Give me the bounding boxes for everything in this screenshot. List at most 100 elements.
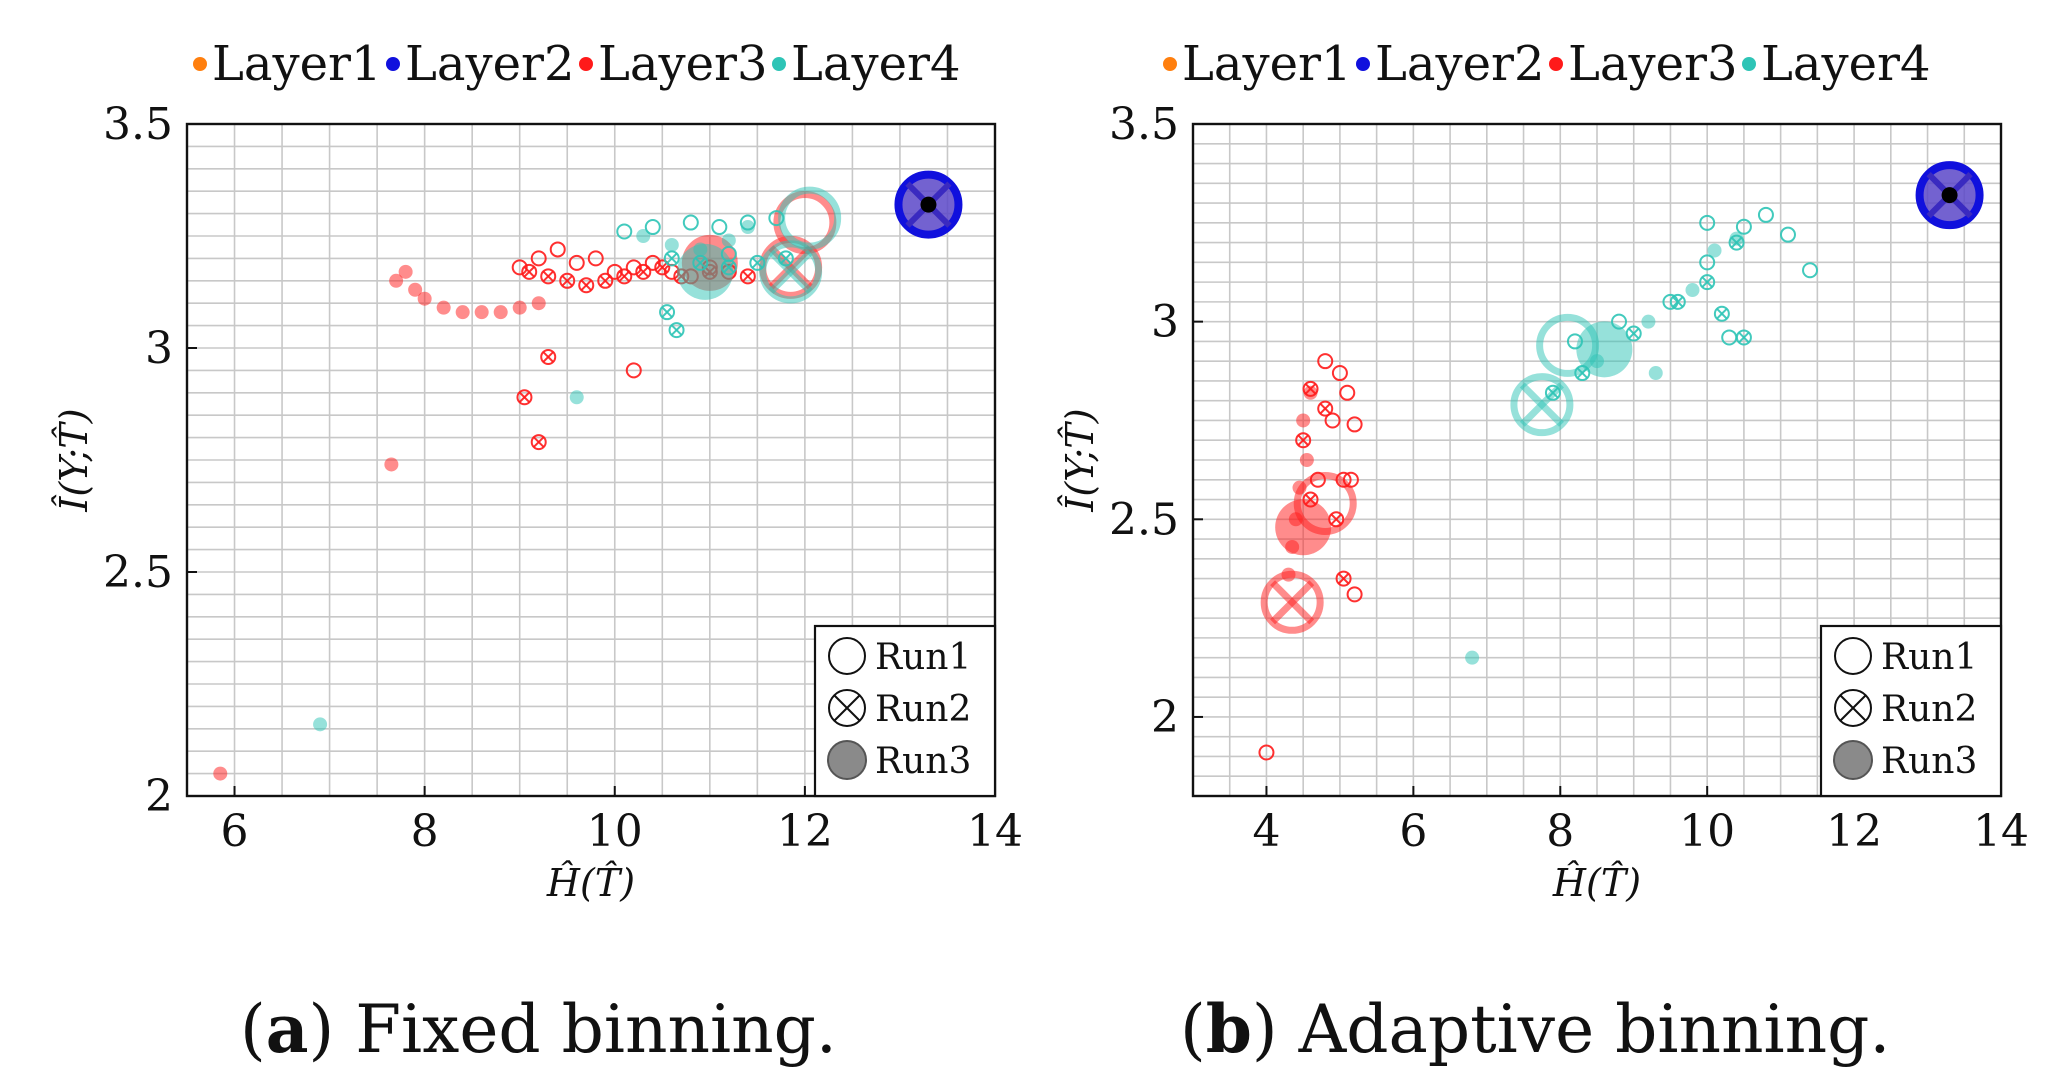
y-tick-label: 3.5 bbox=[1109, 99, 1179, 150]
run-legend-label-run1: Run1 bbox=[875, 637, 971, 678]
layer-legend: Layer1 Layer2 Layer3 Layer4 bbox=[193, 36, 961, 92]
y-axis-label: Î(Y;T̂) bbox=[52, 408, 96, 512]
point-layer3-run1 bbox=[1346, 416, 1363, 433]
caption-a: (a) Fixed binning. bbox=[240, 990, 837, 1068]
point-layer4-run2 bbox=[1713, 305, 1730, 322]
point-layer4-run3 bbox=[1648, 366, 1663, 381]
y-tick-label: 3 bbox=[1151, 297, 1179, 348]
point-layer3-run1 bbox=[1324, 412, 1341, 429]
point-layer3-run2 bbox=[1317, 400, 1334, 417]
point-layer3-run2-cross bbox=[533, 436, 545, 448]
point-layer3-run2-cross bbox=[518, 391, 531, 403]
x-tick-label: 8 bbox=[411, 806, 439, 857]
legend-label-layer2: Layer2 bbox=[1375, 36, 1545, 92]
run2-marker-cross bbox=[1839, 694, 1867, 722]
run3-marker bbox=[827, 740, 867, 780]
data-points bbox=[213, 170, 963, 781]
legend-marker-layer4 bbox=[772, 57, 786, 71]
point-layer4-run3 bbox=[313, 717, 328, 732]
point-layer3-run2-cross bbox=[1337, 572, 1350, 585]
point-layer4-run2 bbox=[1699, 274, 1716, 291]
legend-marker-layer2 bbox=[386, 57, 400, 71]
run-legend-label-run2: Run2 bbox=[1881, 689, 1977, 730]
run-legend: Run1 Run2 Run3 bbox=[813, 624, 997, 798]
point-layer3-run1 bbox=[530, 250, 547, 267]
point-layer3-run1 bbox=[625, 362, 642, 379]
y-tick-label: 2.5 bbox=[1109, 494, 1179, 545]
legend-label-layer1: Layer1 bbox=[1182, 36, 1352, 92]
point-layer4-run2 bbox=[759, 240, 823, 304]
point-layer3-run2-cross bbox=[542, 351, 554, 363]
point-layer3-run2 bbox=[521, 263, 538, 280]
point-layer3-run2 bbox=[739, 268, 756, 285]
point-layer3-run2-cross bbox=[523, 266, 535, 278]
point-layer3-run1 bbox=[1317, 353, 1334, 370]
point-layer3-run2-cross bbox=[599, 275, 611, 287]
point-layer3-run1 bbox=[1331, 365, 1348, 382]
point-layer3-run3 bbox=[408, 282, 423, 297]
point-layer4-run1 bbox=[1802, 262, 1819, 279]
point-layer3-run2 bbox=[559, 272, 576, 289]
x-tick-label: 14 bbox=[967, 806, 1023, 857]
point-layer4-run3 bbox=[740, 220, 755, 235]
legend-marker-layer2 bbox=[1356, 57, 1370, 71]
legend-label-layer4: Layer4 bbox=[791, 36, 961, 92]
point-layer3-run1 bbox=[1346, 586, 1363, 603]
point-layer4-run3 bbox=[1707, 243, 1722, 258]
point-layer4-run1 bbox=[1699, 254, 1716, 271]
plot-frame bbox=[185, 122, 997, 798]
point-layer3-run1 bbox=[1339, 384, 1356, 401]
run1-marker bbox=[1834, 637, 1872, 675]
point-layer3-run1 bbox=[625, 259, 642, 276]
point-layer3-run3 bbox=[531, 296, 546, 311]
legend-marker-layer1 bbox=[193, 57, 207, 71]
point-layer3-run2 bbox=[540, 348, 557, 365]
x-tick-label: 14 bbox=[1973, 806, 2029, 857]
run2-marker bbox=[828, 689, 866, 727]
point-layer3-run2 bbox=[1295, 432, 1312, 449]
point-layer3-run3 bbox=[474, 305, 489, 320]
point-layer4-run3 bbox=[1641, 314, 1656, 329]
legend-label-layer2: Layer2 bbox=[405, 36, 575, 92]
point-layer4-run1 bbox=[1721, 329, 1738, 346]
point-layer3-run2-cross bbox=[580, 279, 592, 291]
chart-fixed-binning: 6 8 10 12 14 2 2.5 3 3.5 Ĥ(T̂) Î(Y;T̂) Layer1 Layer2… bbox=[52, 36, 1023, 905]
point-layer4-run3 bbox=[1685, 283, 1700, 298]
legend-label-layer3: Layer3 bbox=[1568, 36, 1738, 92]
run2-marker-cross bbox=[833, 694, 861, 722]
legend-marker-layer3 bbox=[579, 57, 593, 71]
point-layer4-run3 bbox=[664, 237, 679, 252]
y-tick-label: 3 bbox=[145, 323, 173, 374]
point-layer2-run3 bbox=[920, 196, 937, 213]
data-points bbox=[1258, 161, 1984, 761]
point-layer3-run2-cross bbox=[656, 261, 668, 273]
point-layer3-run3 bbox=[1296, 413, 1311, 428]
point-layer4-run3 bbox=[636, 229, 651, 243]
point-layer4-run1 bbox=[1735, 218, 1752, 235]
point-layer3-run2-cross bbox=[637, 266, 649, 278]
point-layer4-run2-cross bbox=[1628, 327, 1640, 340]
point-layer4-run2-cross bbox=[666, 252, 678, 265]
point-layer3-run1 bbox=[549, 241, 566, 258]
run-legend-label-run1: Run1 bbox=[1881, 637, 1977, 678]
x-tick-label: 10 bbox=[587, 806, 643, 857]
point-layer3-run3 bbox=[389, 273, 404, 288]
point-layer4-run3 bbox=[721, 233, 736, 248]
point-layer4-run1 bbox=[778, 186, 842, 250]
point-layer4-run2 bbox=[1735, 329, 1752, 346]
point-layer4-run2 bbox=[1544, 384, 1561, 401]
point-layer3-run1 bbox=[568, 254, 585, 271]
x-tick-label: 4 bbox=[1252, 806, 1280, 857]
point-layer3-run2-cross bbox=[1270, 580, 1315, 625]
point-layer4-run1 bbox=[711, 219, 728, 236]
caption-b: (b) Adaptive binning. bbox=[1180, 990, 1891, 1068]
legend-marker-layer4 bbox=[1742, 57, 1756, 71]
plot-frame bbox=[1191, 122, 2003, 798]
point-layer3-run2 bbox=[597, 272, 614, 289]
y-axis-label: Î(Y;T̂) bbox=[1058, 408, 1102, 512]
point-layer3-run3 bbox=[1275, 499, 1332, 556]
point-layer4-run2-cross bbox=[1716, 308, 1728, 320]
point-layer4-run1 bbox=[644, 219, 661, 236]
layer-legend: Layer1 Layer2 Layer3 Layer4 bbox=[1163, 36, 1931, 92]
